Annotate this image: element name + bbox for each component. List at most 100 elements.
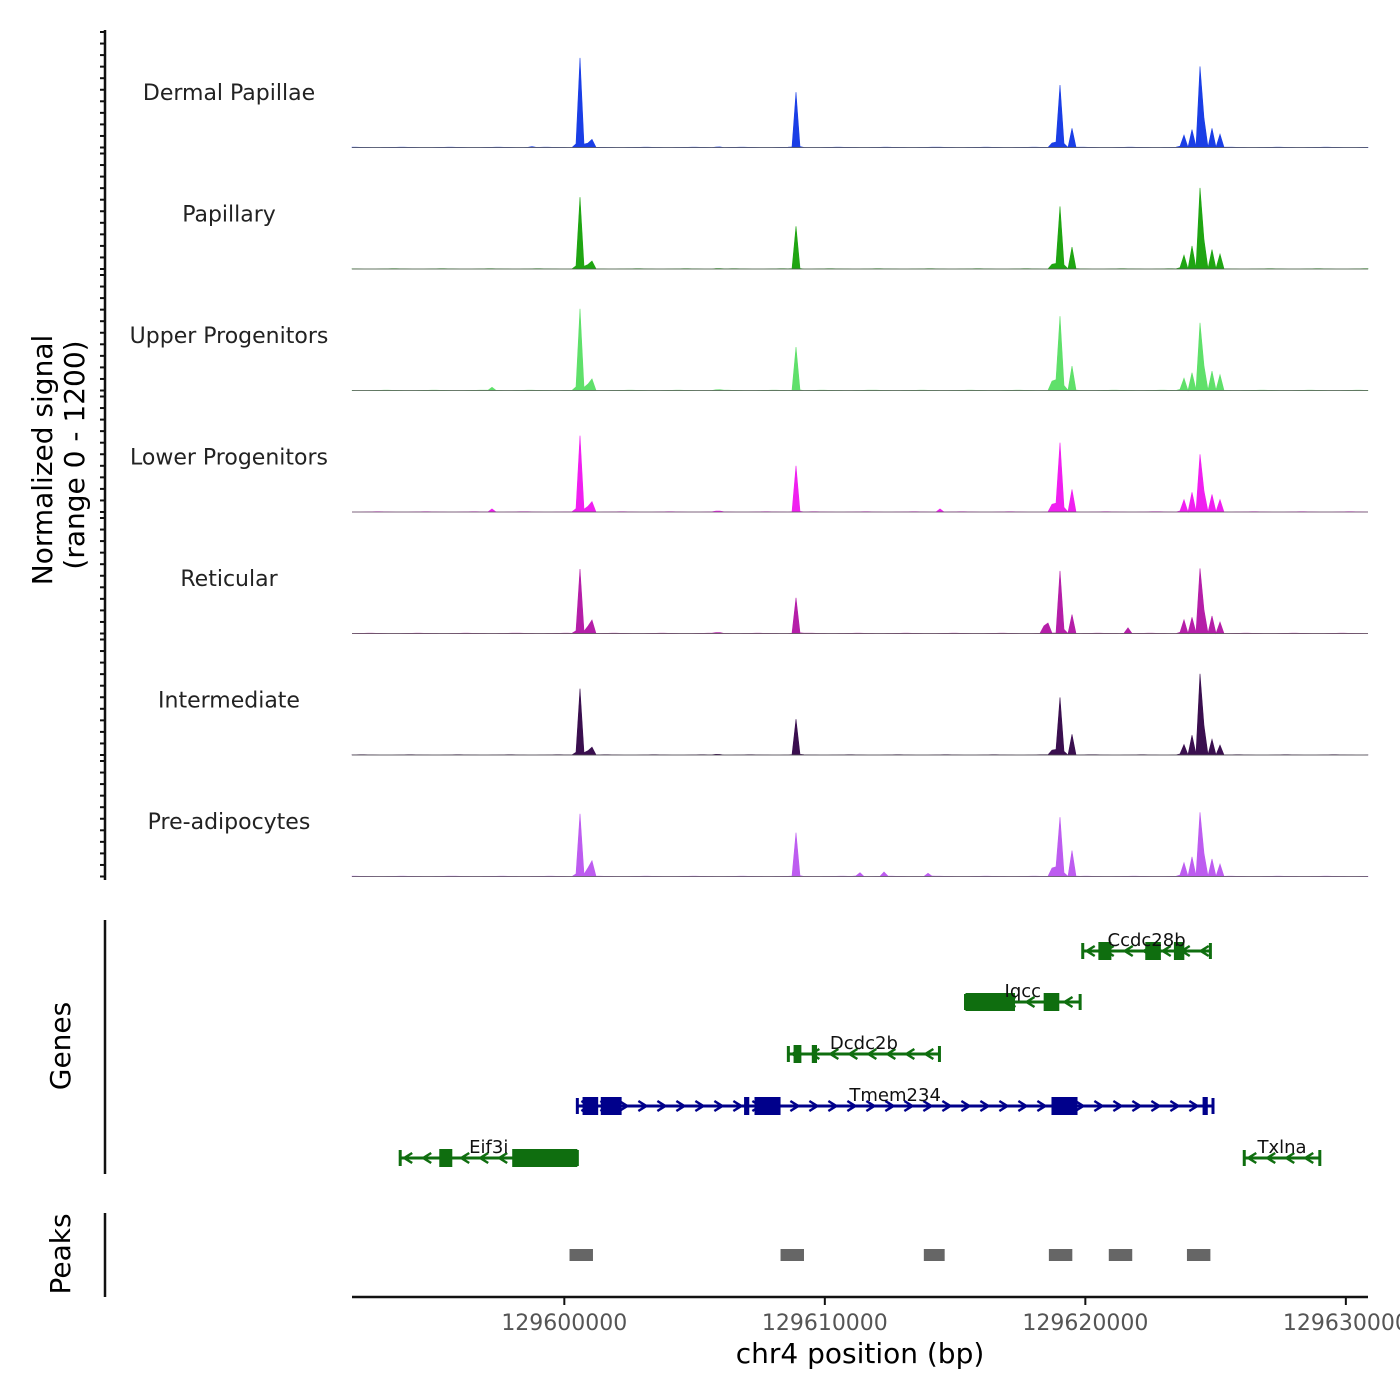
strand-arrow [828, 1047, 840, 1061]
x-axis-ticks: 129600000 129610000 129620000 129630000 [501, 1297, 1400, 1336]
track-label: Dermal Papillae [143, 81, 315, 106]
gene-dcdc2b: Dcdc2b [786, 1033, 941, 1063]
gene-label: Txlna [1256, 1137, 1306, 1158]
strand-arrow [1036, 1099, 1048, 1113]
strand-arrow [1112, 1099, 1124, 1113]
coverage-tracks: Dermal Papillae Papillary Upper Progenitor… [130, 57, 1369, 878]
strand-arrow [401, 1151, 413, 1165]
gene-label: Eif3i [469, 1137, 508, 1158]
strand-arrow [789, 1099, 801, 1113]
strand-arrow [827, 1099, 839, 1113]
x-axis-label: chr4 position (bp) [736, 1337, 985, 1370]
strand-arrow [1169, 1099, 1181, 1113]
strand-arrow [1093, 1099, 1105, 1113]
strand-arrow [713, 1099, 725, 1113]
strand-arrow [1302, 1151, 1314, 1165]
x-tick-label: 129610000 [762, 1311, 888, 1336]
coverage-area-intermediate [351, 673, 1369, 756]
gene-exon [754, 1097, 781, 1115]
peak-region [1108, 1249, 1133, 1261]
strand-arrow [979, 1099, 991, 1113]
strand-arrow [420, 1151, 432, 1165]
peak-region [1048, 1249, 1073, 1261]
strand-arrow [1198, 944, 1210, 958]
gene-tmem234: Tmem234 [575, 1085, 1215, 1115]
strand-arrow [1024, 995, 1036, 1009]
signal-axis-ticks [100, 31, 105, 878]
gene-eif3i: Eif3i [398, 1137, 579, 1167]
track-label: Upper Progenitors [130, 324, 329, 349]
strand-arrow [458, 1151, 470, 1165]
strand-arrow [904, 1047, 916, 1061]
gene-exon [965, 993, 1016, 1011]
gene-ccdc28b: Ccdc28b [1081, 930, 1212, 960]
gene-exon [1173, 942, 1185, 960]
gene-exon [439, 1149, 453, 1167]
y-axis-label-line2: (range 0 - 1200) [58, 340, 91, 569]
gene-txlna: Txlna [1242, 1137, 1322, 1166]
strand-arrow [1245, 1151, 1257, 1165]
strand-arrow [694, 1099, 706, 1113]
strand-arrow [637, 1099, 649, 1113]
strand-arrow [1074, 1099, 1086, 1113]
strand-arrow [903, 1099, 915, 1113]
gene-label: Dcdc2b [830, 1033, 898, 1054]
peaks-track [569, 1249, 1211, 1261]
peak-region [923, 1249, 945, 1261]
track-label: Papillary [182, 203, 276, 228]
coverage-area-upper-progenitors [351, 308, 1369, 392]
y-axis-label-line1: Normalized signal [26, 335, 59, 586]
strand-arrow [1188, 1099, 1200, 1113]
strand-arrow [847, 1047, 859, 1061]
strand-arrow [960, 1099, 972, 1113]
gene-exon [793, 1045, 802, 1063]
gene-exon [1202, 1097, 1208, 1115]
strand-arrow [1150, 1099, 1162, 1113]
strand-arrow [1131, 1099, 1143, 1113]
x-tick-label: 129600000 [501, 1311, 627, 1336]
strand-arrow [808, 1099, 820, 1113]
strand-arrow [1017, 1099, 1029, 1113]
coverage-area-pre-adipocytes [351, 812, 1369, 878]
gene-label: Ccdc28b [1108, 930, 1186, 951]
strand-arrow [846, 1099, 858, 1113]
strand-arrow [1160, 944, 1172, 958]
gene-exon [811, 1045, 818, 1063]
gene-exon [600, 1097, 622, 1115]
strand-arrow [885, 1047, 897, 1061]
strand-arrow [675, 1099, 687, 1113]
strand-arrow [656, 1099, 668, 1113]
gene-annotation-track: Ccdc28b Iqcc Dcdc2b Tmem234 Eif3i Txlna [398, 930, 1322, 1167]
gene-exon [582, 1097, 599, 1115]
strand-arrow [1062, 995, 1074, 1009]
strand-arrow [884, 1099, 896, 1113]
strand-arrow [866, 1047, 878, 1061]
track-label: Intermediate [158, 689, 300, 714]
track-label: Reticular [180, 567, 278, 592]
coverage-area-reticular [351, 568, 1368, 635]
gene-label: Iqcc [1005, 981, 1042, 1002]
strand-arrow [1264, 1151, 1276, 1165]
peak-region [569, 1249, 593, 1261]
genes-axis-label: Genes [44, 1002, 77, 1090]
gene-exon [744, 1097, 750, 1115]
track-label: Pre-adipocytes [148, 810, 311, 835]
gene-exon [512, 1149, 578, 1167]
coverage-area-lower-progenitors [352, 435, 1369, 514]
strand-arrow [923, 1047, 935, 1061]
gene-iqcc: Iqcc [964, 981, 1082, 1011]
gene-label: Tmem234 [848, 1085, 941, 1106]
coverage-area-dermal-papillae [351, 57, 1369, 149]
strand-arrow [1283, 1151, 1295, 1165]
gene-exon [1098, 942, 1112, 960]
peak-region [780, 1249, 804, 1261]
gene-exon [1051, 1097, 1078, 1115]
peak-region [1186, 1249, 1211, 1261]
strand-arrow [941, 1099, 953, 1113]
strand-arrow [618, 1099, 630, 1113]
strand-arrow [1084, 944, 1096, 958]
strand-arrow [865, 1099, 877, 1113]
gene-exon [1145, 942, 1161, 960]
gene-exon [1043, 993, 1060, 1011]
